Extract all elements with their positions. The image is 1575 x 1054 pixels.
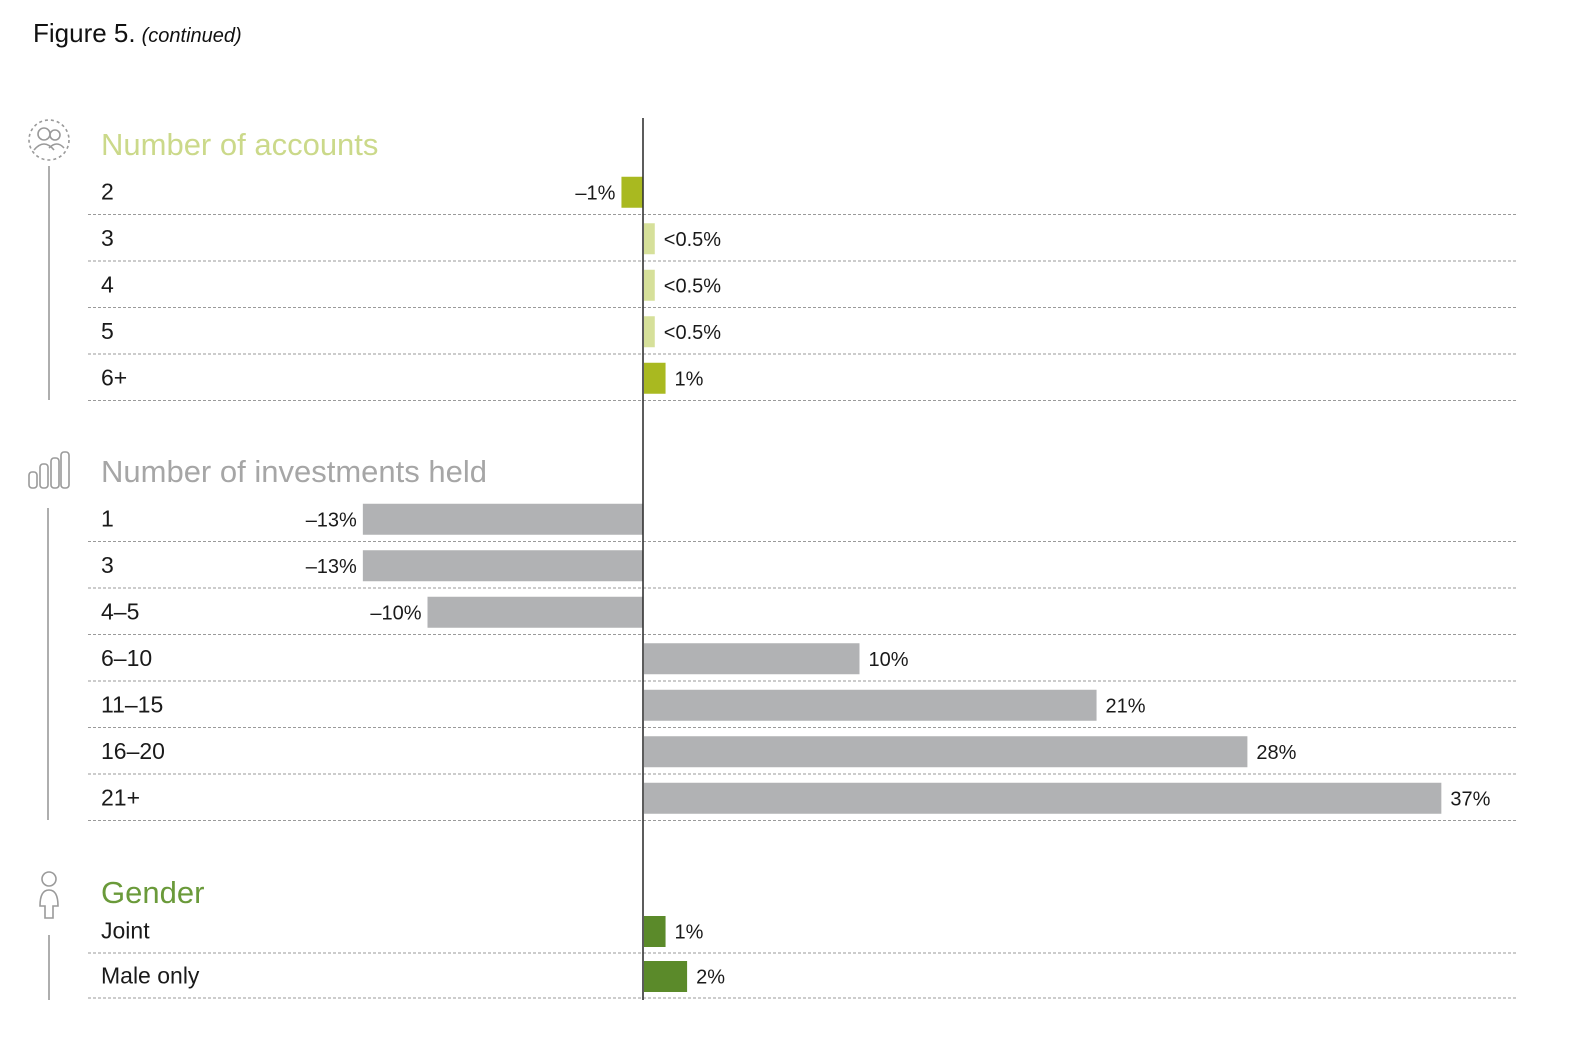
bar-row: 6–10 10% xyxy=(88,643,1518,682)
bar-row: Joint 1% xyxy=(88,916,1518,954)
value-label: 10% xyxy=(869,649,909,671)
bar-row: 6+ 1% xyxy=(88,362,1518,401)
category-label: Joint xyxy=(101,918,150,944)
bar xyxy=(644,782,1442,814)
people-group-icon xyxy=(28,119,70,400)
bar-row: 1 –13% xyxy=(88,503,1518,542)
value-label: 2% xyxy=(696,967,725,989)
category-label: 4 xyxy=(101,271,114,297)
section-title: Gender xyxy=(101,875,204,910)
value-label: 1% xyxy=(675,922,704,944)
bar xyxy=(644,223,655,255)
bar-row: 4 <0.5% xyxy=(88,269,1518,308)
bar xyxy=(644,362,666,394)
category-label: 16–20 xyxy=(101,738,165,764)
bar xyxy=(644,643,860,675)
value-label: 28% xyxy=(1256,742,1296,764)
bar xyxy=(362,503,643,535)
value-label: –1% xyxy=(575,182,615,204)
value-label: 21% xyxy=(1106,695,1146,717)
bar xyxy=(644,961,688,992)
category-label: 5 xyxy=(101,318,114,344)
bar-row: 21+ 37% xyxy=(88,782,1518,821)
category-label: 21+ xyxy=(101,784,140,810)
value-label: 1% xyxy=(675,368,704,390)
bar-row: 16–20 28% xyxy=(88,736,1518,775)
value-label: –10% xyxy=(370,602,421,624)
category-label: 1 xyxy=(101,505,114,531)
category-label: 4–5 xyxy=(101,598,139,624)
category-label: 3 xyxy=(101,225,114,251)
section-title: Number of investments held xyxy=(101,454,487,489)
bar-row: 5 <0.5% xyxy=(88,316,1518,355)
bar xyxy=(362,550,643,582)
bar-row: 2 –1% xyxy=(88,176,1518,215)
category-label: Male only xyxy=(101,963,200,989)
bar-row: 3 –13% xyxy=(88,550,1518,589)
bar xyxy=(644,269,655,301)
section-2: Gender Joint 1% Male only 2% xyxy=(88,875,1518,999)
person-icon xyxy=(39,871,59,1000)
bar xyxy=(644,916,666,947)
category-label: 3 xyxy=(101,552,114,578)
bar xyxy=(427,596,643,628)
category-label: 6–10 xyxy=(101,645,152,671)
figure-title: Figure 5. (continued) xyxy=(33,18,242,49)
figure-title-main: Figure 5. xyxy=(33,18,136,48)
value-label: <0.5% xyxy=(664,275,721,297)
value-label: 37% xyxy=(1450,788,1490,810)
section-0: Number of accounts 2 –1% 3 <0.5% 4 <0.5% 5 <0.5%… xyxy=(88,127,1518,401)
section-title: Number of accounts xyxy=(101,127,378,162)
category-label: 6+ xyxy=(101,364,127,390)
value-label: <0.5% xyxy=(664,322,721,344)
bar-row: Male only 2% xyxy=(88,961,1518,999)
bar xyxy=(644,689,1097,721)
bar-row: 3 <0.5% xyxy=(88,223,1518,262)
bar xyxy=(644,736,1248,768)
bar-row: 4–5 –10% xyxy=(88,596,1518,635)
section-1: Number of investments held 1 –13% 3 –13% 4–5 –… xyxy=(88,454,1518,821)
bar xyxy=(644,316,655,348)
value-label: –13% xyxy=(306,556,357,578)
category-label: 2 xyxy=(101,178,114,204)
category-label: 11–15 xyxy=(101,691,163,717)
bar-row: 11–15 21% xyxy=(88,689,1518,728)
value-label: –13% xyxy=(306,509,357,531)
bar-chart-icon xyxy=(28,451,70,820)
figure-subtitle: (continued) xyxy=(141,25,242,47)
value-label: <0.5% xyxy=(664,229,721,251)
bar xyxy=(621,176,643,208)
